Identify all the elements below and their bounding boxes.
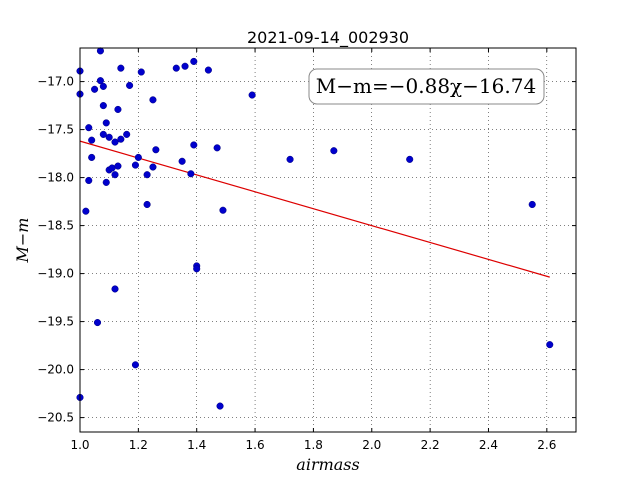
y-tick-label: −17.0 — [37, 75, 74, 89]
data-point — [143, 171, 151, 179]
data-point — [190, 57, 198, 65]
data-point — [134, 153, 142, 161]
fit-line — [79, 140, 550, 278]
data-point — [219, 206, 227, 214]
x-tick-label: 2.0 — [362, 438, 381, 452]
data-point — [111, 138, 119, 146]
y-tick-label: −19.0 — [37, 267, 74, 281]
data-point — [88, 153, 96, 161]
data-point — [137, 68, 145, 76]
data-point — [99, 82, 107, 90]
y-axis-label: M−m — [13, 218, 32, 264]
y-tick-label: −20.0 — [37, 363, 74, 377]
y-tick-label: −18.0 — [37, 171, 74, 185]
data-point — [193, 265, 201, 273]
data-point — [546, 341, 554, 349]
data-point — [286, 155, 294, 163]
data-point — [96, 47, 104, 55]
data-point — [149, 96, 157, 104]
data-point — [330, 147, 338, 155]
data-point — [85, 176, 93, 185]
y-tick-label: −20.5 — [37, 411, 74, 425]
x-tick-label: 1.8 — [304, 438, 323, 452]
data-point — [172, 64, 180, 72]
plot-frame — [79, 47, 577, 433]
grid-lines — [79, 48, 576, 432]
data-point — [114, 105, 122, 113]
annotation-box — [308, 68, 545, 105]
data-point — [149, 163, 157, 171]
data-point — [248, 91, 256, 99]
x-tick-label: 2.4 — [479, 438, 498, 452]
data-point — [99, 102, 107, 110]
data-point — [114, 162, 122, 170]
data-point — [102, 178, 110, 186]
y-tick-label: −18.5 — [37, 219, 74, 233]
data-point — [143, 200, 151, 209]
data-point — [131, 361, 139, 369]
data-point — [91, 85, 99, 93]
data-point — [111, 285, 119, 293]
data-point — [99, 130, 107, 138]
data-point — [96, 77, 104, 85]
fit-line-group — [79, 140, 550, 278]
y-tick-label: −19.5 — [37, 315, 74, 329]
data-point — [111, 171, 119, 179]
x-tick-label: 1.6 — [246, 438, 265, 452]
data-point — [117, 135, 125, 143]
data-point — [204, 66, 212, 74]
data-point — [178, 157, 186, 165]
x-axis-label: airmass — [296, 455, 359, 474]
fit-equation: M−m=−0.88χ−16.74 — [316, 74, 536, 98]
data-point — [105, 133, 113, 141]
x-tick-label: 1.0 — [70, 438, 89, 452]
data-point — [85, 124, 93, 132]
data-point — [216, 402, 224, 410]
data-point — [131, 161, 139, 169]
x-tick-labels: 1.0 1.2 1.4 1.6 1.8 2.0 2.2 2.4 2.6 — [70, 438, 556, 452]
data-point — [93, 319, 102, 327]
y-tick-labels: −17.0 −17.5 −18.0 −18.5 −19.0 −19.5 −20.0 −20.5 — [37, 75, 74, 425]
data-point — [213, 144, 221, 152]
data-point — [190, 141, 198, 149]
x-tick-label: 2.2 — [421, 438, 440, 452]
data-point — [117, 64, 125, 72]
data-point — [181, 62, 189, 70]
data-point — [102, 119, 110, 127]
data-point — [123, 130, 131, 138]
x-tick-label: 1.4 — [187, 438, 206, 452]
y-tick-label: −17.5 — [37, 123, 74, 137]
data-point — [126, 81, 134, 89]
plot-area — [80, 48, 576, 432]
data-point — [187, 170, 195, 178]
axis-ticks — [79, 48, 576, 432]
data-point — [406, 155, 414, 163]
data-point — [88, 136, 96, 144]
data-points — [76, 47, 554, 410]
x-tick-label: 1.2 — [129, 438, 148, 452]
data-point — [528, 200, 536, 209]
data-point — [152, 146, 160, 154]
data-point — [82, 207, 90, 215]
chart-title: 2021-09-14_002930 — [247, 28, 409, 48]
x-tick-label: 2.6 — [537, 438, 556, 452]
